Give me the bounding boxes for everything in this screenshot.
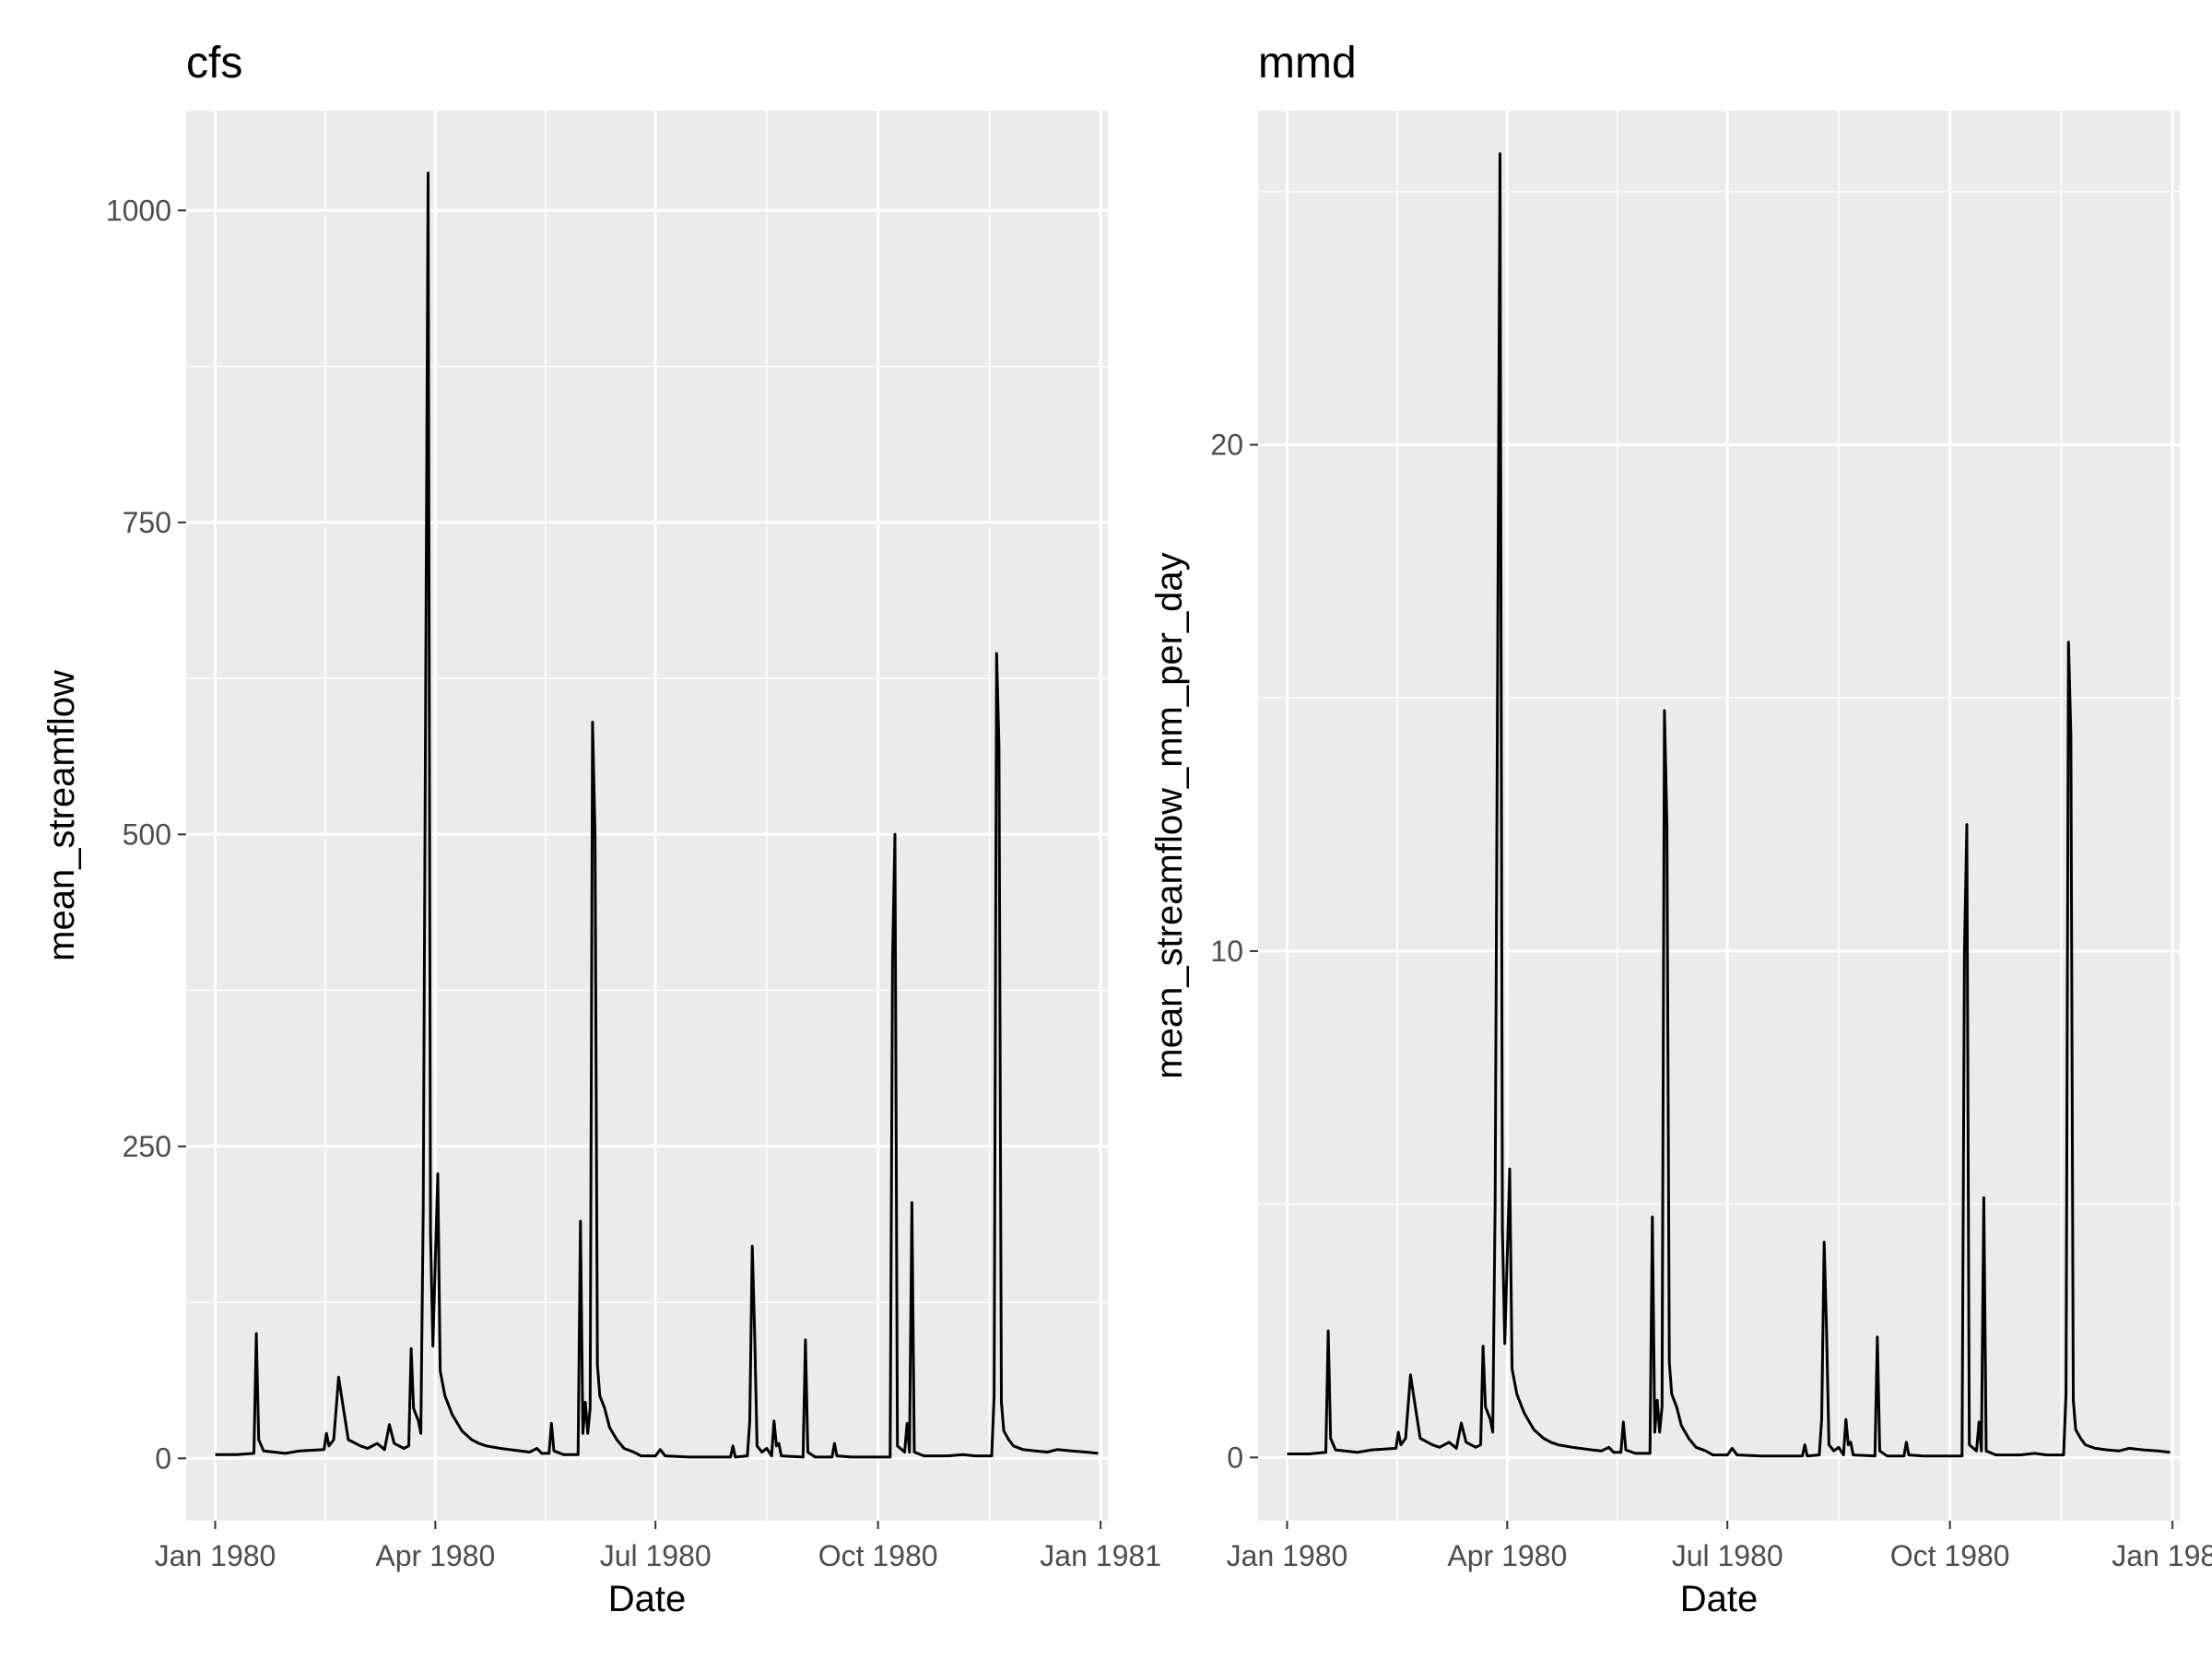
gridlines — [1258, 111, 2180, 1521]
streamflow-line — [215, 171, 1099, 1459]
panel-cfs: cfs Jan 1980 Apr 1980 Jul 1980 Oct 1980 Jan … — [41, 39, 1161, 1619]
plot-area — [186, 111, 1108, 1521]
x-axis-title: Date — [608, 1579, 687, 1619]
x-tick-label: Oct 1980 — [1890, 1539, 2010, 1572]
x-tick-label: Jul 1980 — [1672, 1539, 1783, 1572]
x-tick-label: Jan 1981 — [1040, 1539, 1161, 1572]
x-tick-label: Jan 1981 — [2112, 1539, 2212, 1572]
x-tick-label: Apr 1980 — [1447, 1539, 1567, 1572]
series-layer — [1287, 152, 2171, 1458]
panel-title: cfs — [186, 39, 242, 88]
y-tick-label: 0 — [155, 1441, 171, 1475]
y-axis-title: mean_streamflow — [41, 670, 82, 961]
panel-mmd: mmd Jan 1980 Apr 1980 Jul 1980 Oct 1980 Jan … — [1149, 39, 2212, 1619]
y-axis-title: mean_streamflow_mm_per_day — [1149, 552, 1190, 1078]
y-tick-label: 10 — [1210, 935, 1243, 968]
axes: Jan 1980 Apr 1980 Jul 1980 Oct 1980 Jan 1981… — [1210, 429, 2212, 1572]
plot-area — [1258, 111, 2180, 1521]
x-tick-label: Jan 1980 — [1227, 1539, 1348, 1572]
y-tick-label: 0 — [1227, 1441, 1243, 1474]
y-tick-label: 20 — [1210, 429, 1243, 462]
x-tick-label: Oct 1980 — [818, 1539, 938, 1572]
panel-title: mmd — [1258, 39, 1357, 88]
y-tick-label: 750 — [123, 506, 171, 539]
axes: Jan 1980 Apr 1980 Jul 1980 Oct 1980 Jan 1981… — [106, 194, 1161, 1572]
streamflow-line — [1287, 152, 2171, 1458]
y-tick-label: 500 — [123, 818, 171, 851]
x-axis-title: Date — [1680, 1579, 1759, 1619]
series-layer — [215, 171, 1099, 1459]
y-tick-label: 250 — [123, 1130, 171, 1163]
y-tick-label: 1000 — [106, 194, 171, 227]
x-tick-label: Jan 1980 — [155, 1539, 276, 1572]
x-tick-label: Apr 1980 — [375, 1539, 495, 1572]
x-tick-label: Jul 1980 — [600, 1539, 712, 1572]
